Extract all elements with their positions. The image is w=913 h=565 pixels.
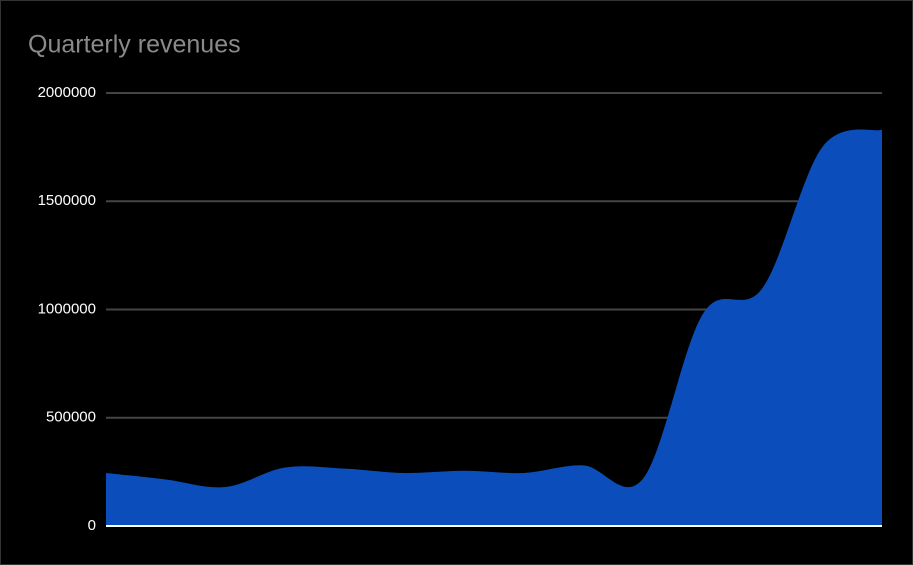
chart-title: Quarterly revenues [28,31,241,59]
y-tick-label: 0 [88,517,96,534]
area [106,129,882,526]
y-tick-label: 1500000 [38,192,96,209]
y-tick-label: 1000000 [38,300,96,317]
y-tick-label: 500000 [46,409,96,426]
y-tick-label: 2000000 [38,84,96,101]
